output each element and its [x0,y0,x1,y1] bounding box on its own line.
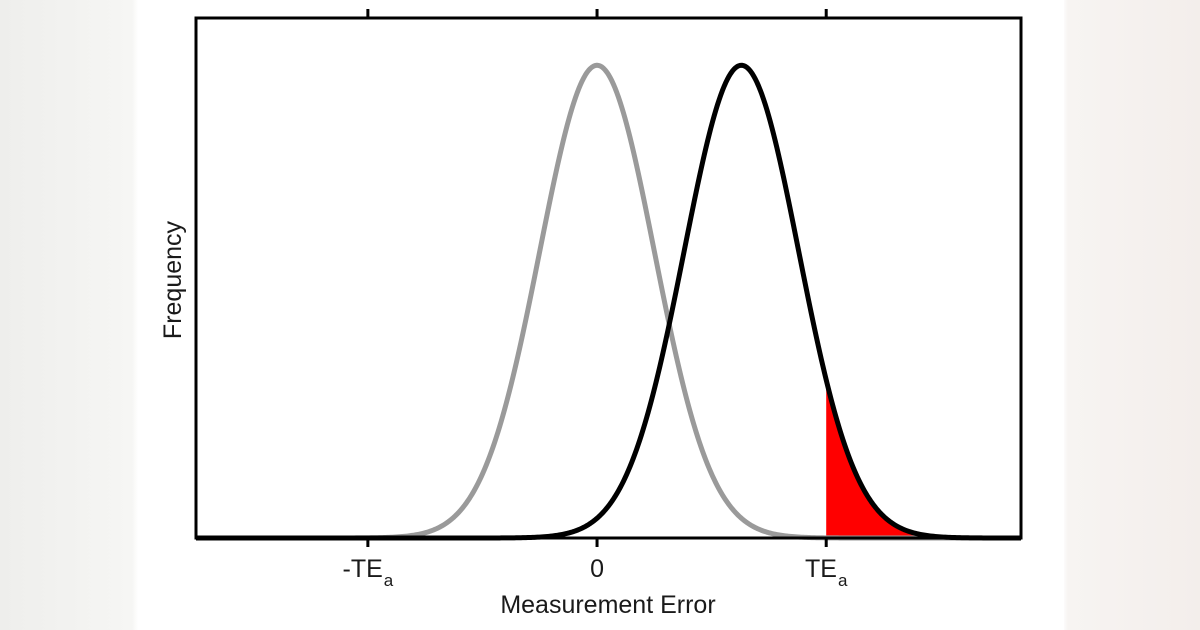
y-axis-title: Frequency [159,220,187,339]
distribution-curve-2 [195,62,1022,541]
shaded-tail-area [826,379,1021,538]
x-tick-subscript: a [838,571,848,590]
x-tick-label: 0 [590,555,604,583]
x-axis-title: Measurement Error [500,591,715,619]
shade-layer [826,379,1021,538]
chart-panel [138,0,1064,630]
x-tick-label: TEa [805,555,848,590]
x-tick-subscript: a [384,571,394,590]
distribution-curve-1 [195,62,1022,541]
curve-layer [195,62,1022,541]
tick-layer: -TEa 0 TEa [343,9,848,590]
plot-frame [194,16,1023,540]
x-tick-label: -TEa [343,555,394,590]
